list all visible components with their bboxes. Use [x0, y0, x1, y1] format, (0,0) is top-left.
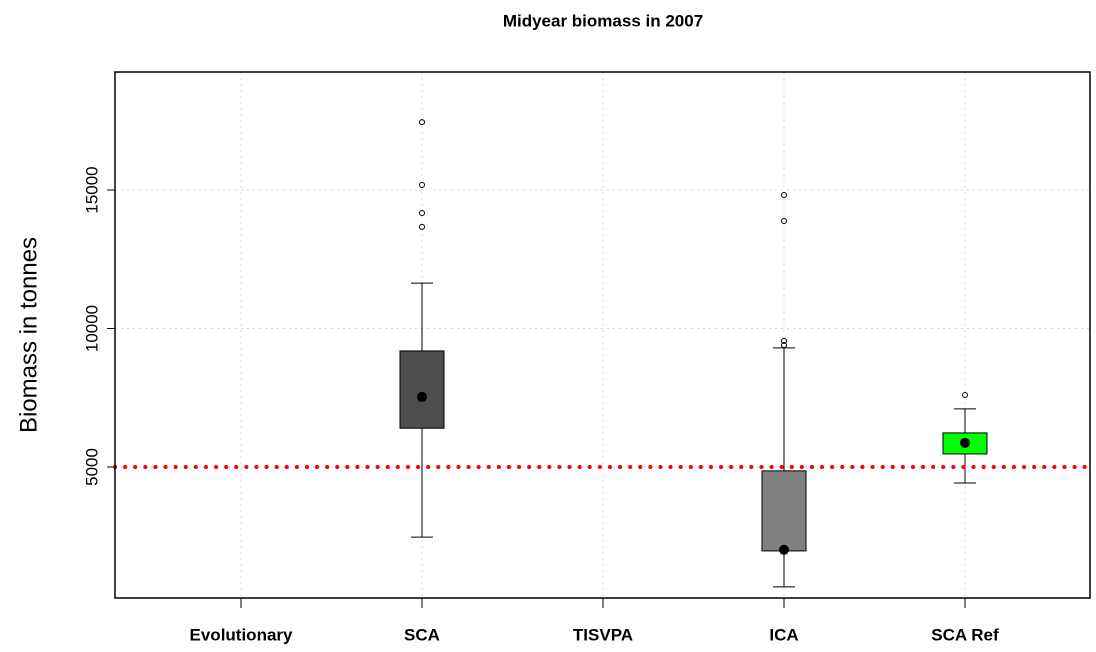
outlier — [419, 182, 425, 189]
x-tick-label: ICA — [769, 625, 798, 644]
box — [761, 470, 807, 552]
box — [399, 350, 445, 429]
outlier — [781, 191, 787, 198]
outlier — [781, 337, 787, 344]
median — [417, 391, 427, 402]
outlier — [962, 391, 968, 398]
chart-title: Midyear biomass in 2007 — [503, 11, 703, 30]
y-tick-label: 15000 — [82, 166, 101, 213]
outlier — [419, 223, 425, 230]
median — [779, 544, 789, 555]
outlier — [419, 119, 425, 126]
median — [960, 437, 970, 448]
outlier — [781, 218, 787, 225]
x-tick-label: TISVPA — [573, 625, 633, 644]
outlier — [781, 342, 787, 349]
outlier — [419, 209, 425, 216]
plot-frame — [114, 71, 1091, 599]
y-axis-label: Biomass in tonnes — [15, 237, 42, 433]
x-tick-label: Evolutionary — [190, 625, 294, 644]
x-tick-label: SCA Ref — [931, 625, 999, 644]
y-tick-label: 10000 — [82, 305, 101, 352]
y-tick-label: 5000 — [82, 448, 101, 486]
x-tick-label: SCA — [404, 625, 440, 644]
